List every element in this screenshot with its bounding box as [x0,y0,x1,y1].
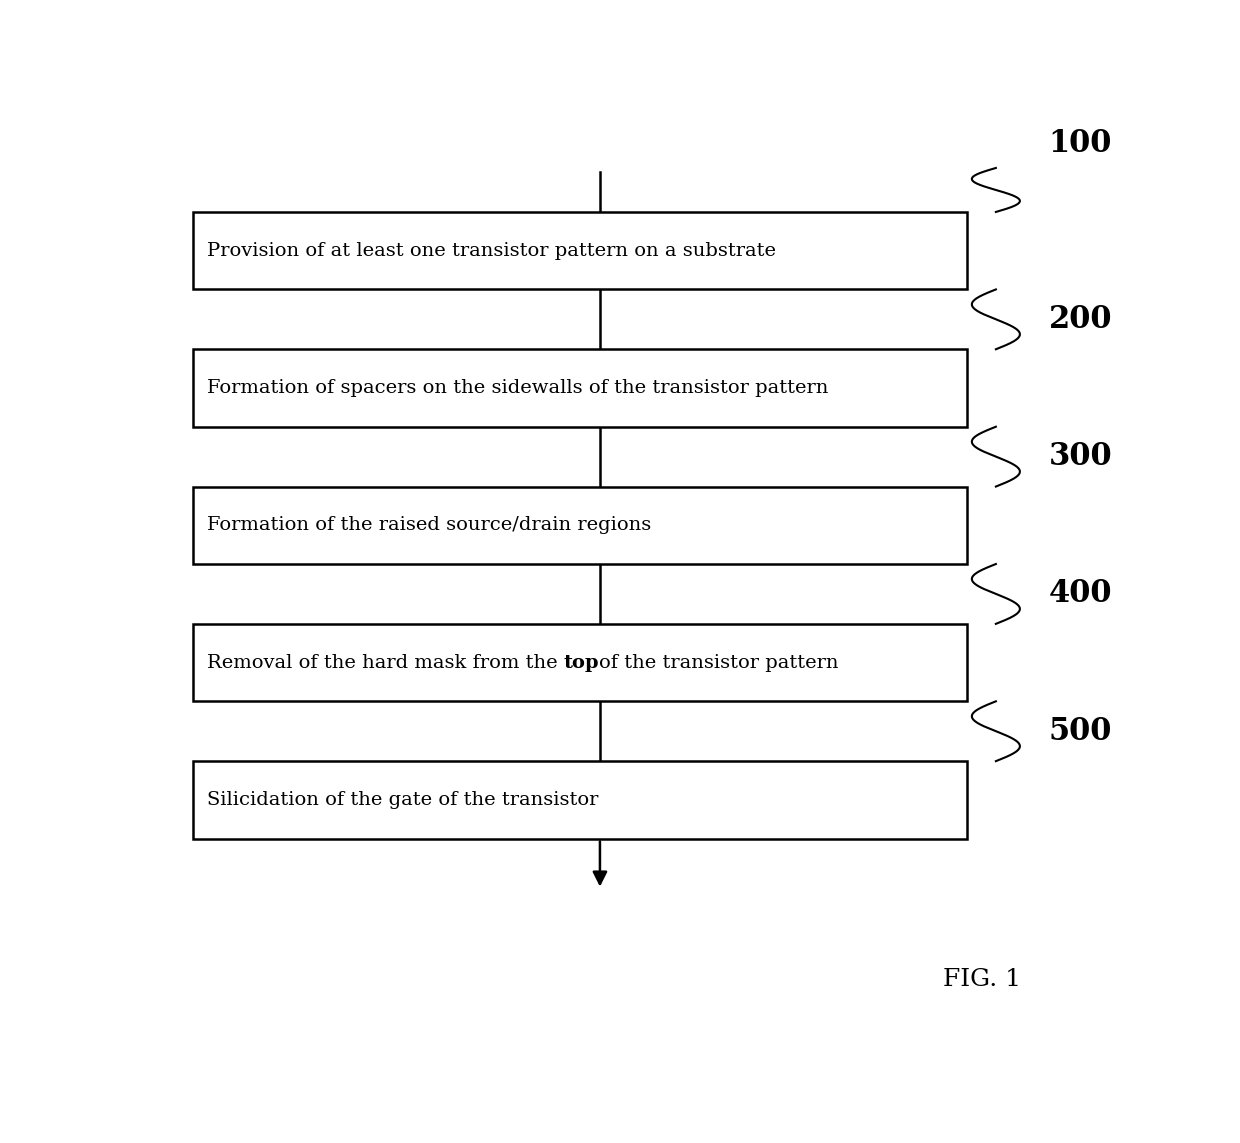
Text: 100: 100 [1049,128,1112,159]
FancyBboxPatch shape [193,761,967,839]
Text: 500: 500 [1049,716,1112,746]
Text: 400: 400 [1049,578,1112,609]
FancyBboxPatch shape [193,487,967,563]
Text: Formation of spacers on the sidewalls of the transistor pattern: Formation of spacers on the sidewalls of… [207,379,828,397]
FancyBboxPatch shape [193,350,967,426]
FancyBboxPatch shape [193,624,967,702]
Text: Silicidation of the gate of the transistor: Silicidation of the gate of the transist… [207,791,598,809]
Text: Provision of at least one transistor pattern on a substrate: Provision of at least one transistor pat… [207,241,776,259]
Text: 200: 200 [1049,304,1112,335]
Text: FIG. 1: FIG. 1 [942,968,1021,991]
Text: Formation of the raised source/drain regions: Formation of the raised source/drain reg… [207,517,651,534]
Text: top: top [564,654,599,672]
FancyBboxPatch shape [193,211,967,289]
Text: 300: 300 [1049,441,1112,472]
Text: of the transistor pattern: of the transistor pattern [599,654,838,672]
Text: Removal of the hard mask from the: Removal of the hard mask from the [207,654,564,672]
